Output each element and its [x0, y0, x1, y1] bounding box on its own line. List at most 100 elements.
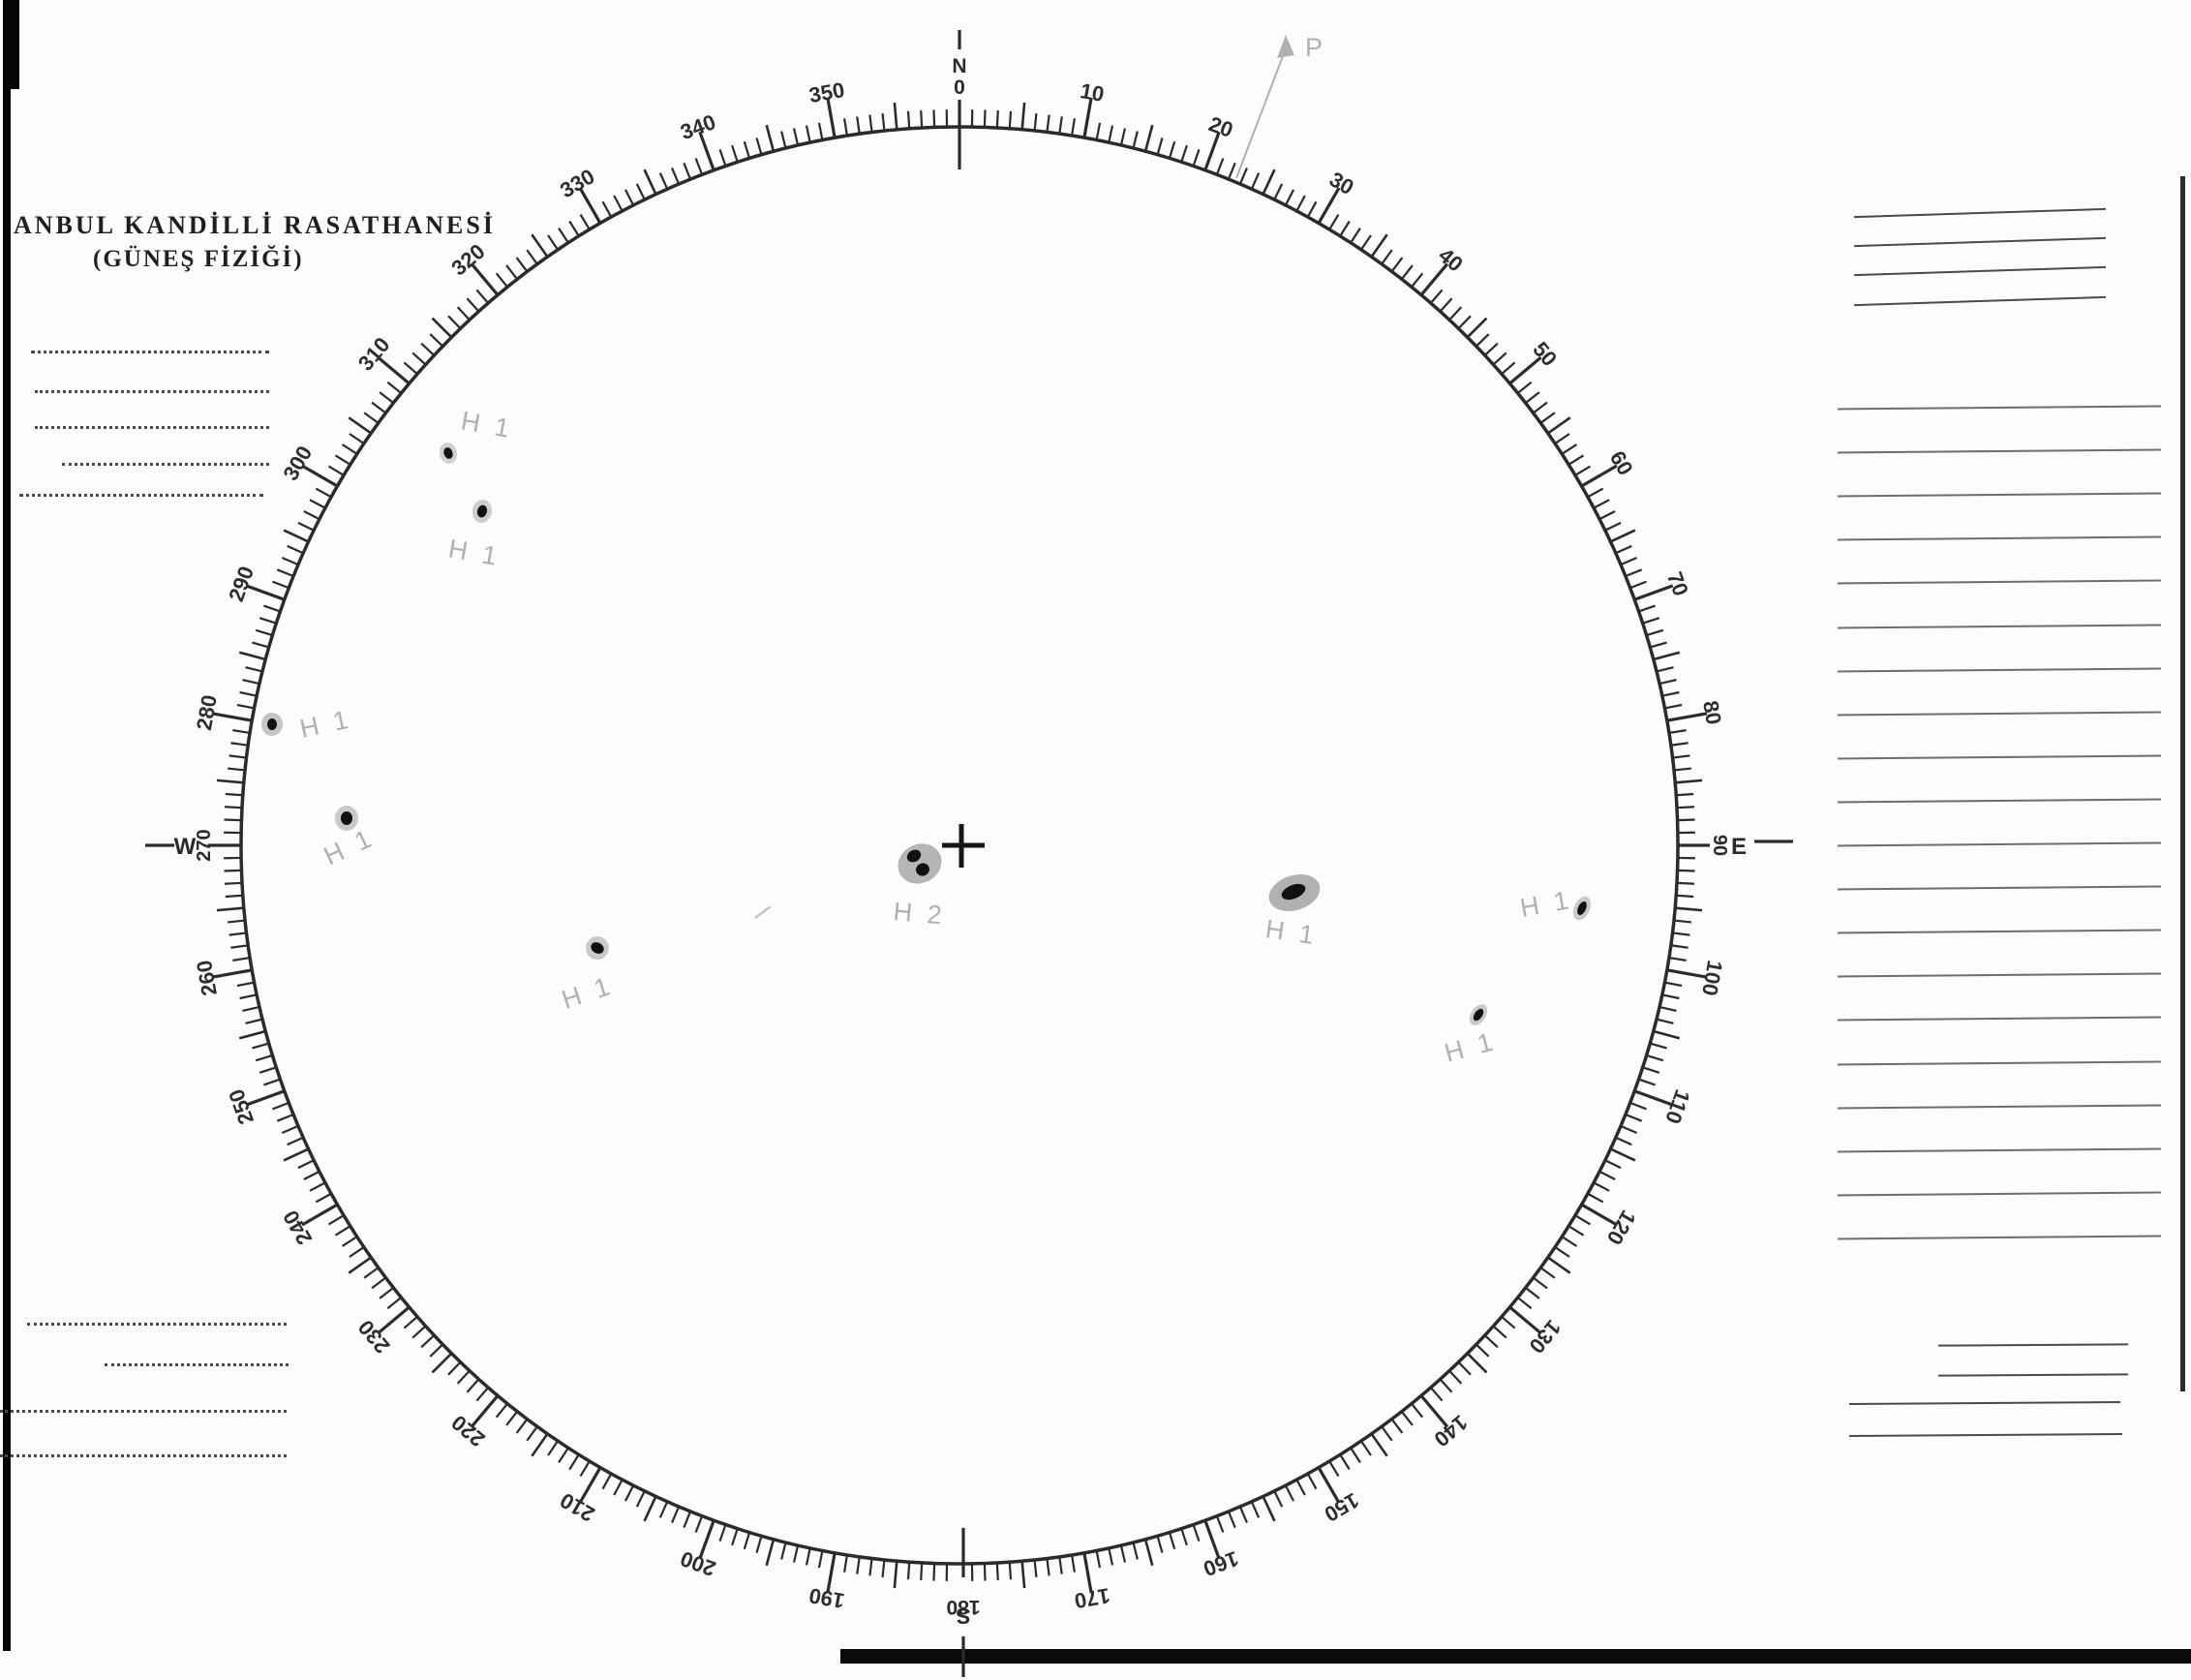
- degree-tick: [1262, 168, 1276, 196]
- degree-tick: [1646, 628, 1664, 637]
- degree-tick: [245, 666, 263, 673]
- degree-tick: [1483, 342, 1499, 356]
- degree-tick: [297, 521, 315, 532]
- degree-tick: [624, 189, 635, 206]
- sunspot-label: H 2: [892, 897, 946, 931]
- degree-tick: [1360, 234, 1372, 251]
- degree-tick: [906, 110, 911, 129]
- degree-tick: [558, 1447, 569, 1463]
- degree-tick: [263, 1078, 281, 1086]
- scan-blob-topleft: [3, 0, 19, 89]
- degree-tick: [1668, 729, 1687, 735]
- sunspot-umbra: [1577, 901, 1587, 916]
- degree-tick: [826, 1552, 837, 1594]
- degree-tick: [826, 97, 837, 138]
- degree-label: 210: [556, 1488, 598, 1527]
- degree-tick: [843, 118, 849, 137]
- degree-tick: [1475, 1343, 1490, 1358]
- degree-tick: [456, 1369, 471, 1385]
- degree-tick: [272, 580, 289, 590]
- degree-tick: [1633, 584, 1674, 601]
- degree-tick: [579, 213, 591, 230]
- cardinal-north-letter: N: [952, 55, 966, 77]
- degree-tick: [1508, 355, 1542, 385]
- degree-tick: [531, 233, 549, 258]
- degree-tick: [255, 1054, 273, 1062]
- degree-tick: [1574, 1214, 1592, 1226]
- degree-tick: [1620, 1124, 1638, 1134]
- degree-tick: [225, 792, 243, 797]
- degree-tick: [1227, 162, 1236, 180]
- degree-tick: [1642, 617, 1660, 625]
- degree-tick: [1238, 167, 1248, 185]
- degree-tick: [327, 1214, 345, 1226]
- degree-label: 70: [1662, 568, 1693, 599]
- degree-tick: [245, 584, 286, 601]
- degree-tick: [228, 754, 247, 759]
- dotted-rule: [0, 1410, 287, 1413]
- degree-tick: [1561, 443, 1577, 455]
- degree-tick: [238, 651, 266, 661]
- degree-tick: [1668, 956, 1687, 962]
- degree-tick: [466, 297, 480, 313]
- degree-tick: [228, 919, 246, 924]
- degree-tick: [371, 401, 387, 414]
- p-angle-label: P: [1305, 33, 1323, 62]
- scan-edge-left: [3, 0, 11, 1651]
- degree-tick: [224, 818, 242, 822]
- degree-tick: [579, 1460, 591, 1478]
- degree-tick: [297, 1159, 315, 1170]
- sunspot-label: H 1: [459, 406, 515, 443]
- degree-tick: [1046, 114, 1050, 133]
- degree-tick: [1492, 351, 1507, 366]
- pencil-mark: [754, 905, 772, 919]
- sunspot-umbra: [591, 942, 604, 954]
- degree-tick: [1273, 183, 1284, 200]
- degree-label: 140: [1429, 1410, 1472, 1451]
- cardinal-east-number: 90: [1709, 835, 1730, 856]
- degree-tick: [995, 1562, 999, 1581]
- degree-tick: [349, 433, 365, 444]
- degree-tick: [1604, 1159, 1622, 1170]
- degree-tick: [211, 712, 253, 722]
- degree-tick: [283, 1147, 310, 1162]
- degree-tick: [1108, 1547, 1114, 1566]
- cardinal-north-number: 0: [954, 76, 965, 99]
- degree-tick: [252, 1042, 270, 1050]
- degree-tick: [1008, 110, 1013, 129]
- degree-tick: [1203, 1519, 1221, 1560]
- degree-tick: [601, 1473, 613, 1490]
- degree-tick: [792, 1544, 800, 1563]
- degree-tick: [276, 1113, 294, 1122]
- degree-tick: [420, 1334, 436, 1349]
- degree-tick: [216, 779, 244, 784]
- degree-tick: [371, 1276, 387, 1290]
- degree-tick: [1539, 412, 1556, 424]
- degree-tick: [558, 228, 569, 244]
- sunspot: [472, 500, 493, 523]
- degree-tick: [495, 272, 508, 289]
- degree-tick: [613, 1479, 624, 1496]
- degree-tick: [287, 1136, 304, 1146]
- degree-tick: [755, 137, 763, 156]
- degree-label: 290: [224, 563, 259, 604]
- degree-tick: [1666, 968, 1708, 979]
- sunspot-umbra: [267, 718, 277, 730]
- degree-tick: [228, 767, 246, 772]
- degree-tick: [624, 1484, 635, 1502]
- degree-tick: [1180, 144, 1188, 163]
- degree-tick: [868, 1558, 873, 1576]
- degree-tick: [1273, 1490, 1284, 1508]
- degree-tick: [1429, 289, 1444, 304]
- degree-tick: [1070, 118, 1076, 137]
- degree-tick: [431, 317, 453, 339]
- sunspot-label: H 1: [1263, 914, 1320, 950]
- degree-tick: [932, 109, 936, 128]
- degree-tick: [1400, 264, 1414, 280]
- degree-tick: [920, 109, 924, 129]
- degree-tick: [1661, 690, 1680, 697]
- degree-tick: [272, 1101, 289, 1111]
- degree-tick: [805, 125, 811, 143]
- sunspot: [1469, 1004, 1488, 1025]
